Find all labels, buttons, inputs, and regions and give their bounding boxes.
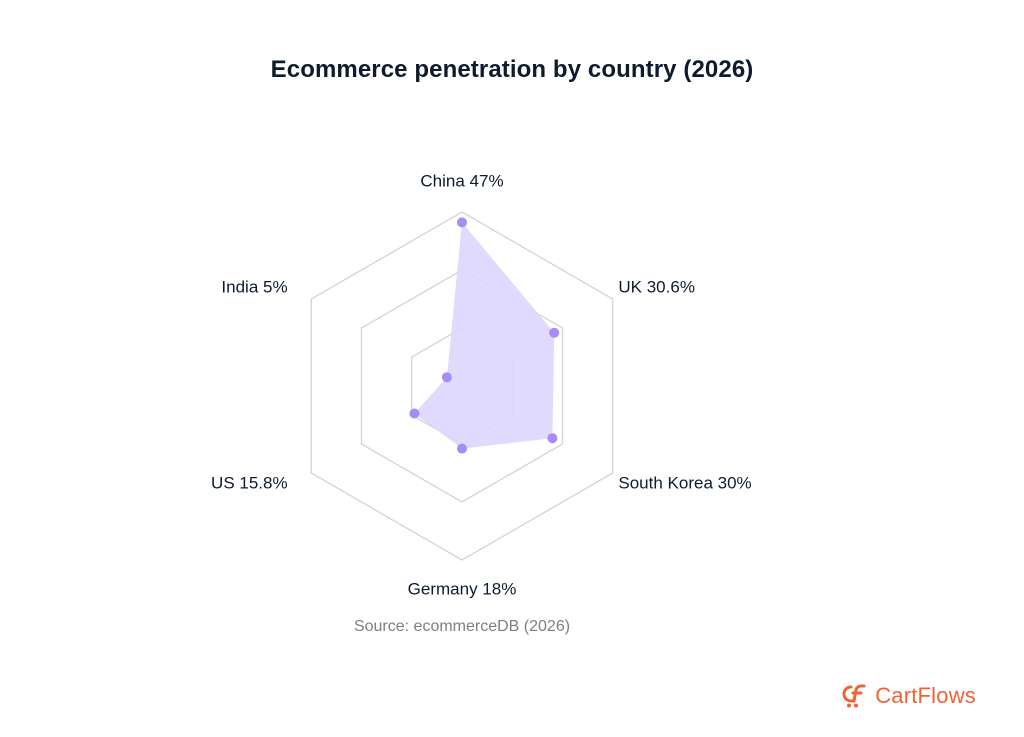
radar-labels: China 47% UK 30.6% South Korea 30% Germany … bbox=[211, 171, 752, 598]
label-south-korea: South Korea 30% bbox=[618, 473, 751, 492]
chart-title: Ecommerce penetration by country (2026) bbox=[270, 56, 754, 83]
data-point-india bbox=[441, 372, 452, 383]
radar-area bbox=[414, 222, 555, 449]
label-uk: UK 30.6% bbox=[618, 277, 695, 296]
brand-logo: CartFlows bbox=[841, 683, 976, 709]
data-point-china bbox=[457, 217, 467, 228]
brand-name: CartFlows bbox=[875, 683, 976, 708]
label-us: US 15.8% bbox=[211, 473, 288, 492]
cartflows-logo-icon bbox=[842, 684, 866, 708]
label-china: China 47% bbox=[420, 171, 503, 190]
radar-points bbox=[409, 217, 560, 454]
data-point-us bbox=[409, 408, 420, 419]
data-point-germany bbox=[457, 443, 467, 454]
radar-area-layer bbox=[414, 222, 555, 449]
data-point-south-korea bbox=[547, 433, 558, 444]
data-point-uk bbox=[549, 327, 560, 338]
label-germany: Germany 18% bbox=[408, 579, 517, 598]
grid-ring-3 bbox=[310, 211, 614, 561]
source-note: Source: ecommerceDB (2026) bbox=[353, 618, 571, 635]
label-india: India 5% bbox=[221, 277, 287, 296]
grid-ring-2 bbox=[360, 269, 564, 503]
